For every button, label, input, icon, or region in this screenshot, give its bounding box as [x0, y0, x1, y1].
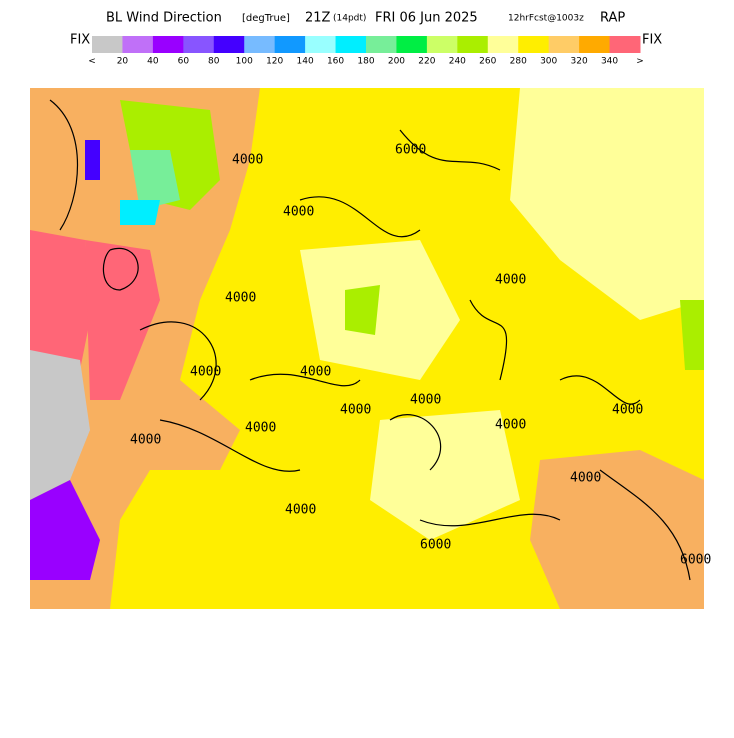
- region: [510, 88, 704, 320]
- contour-label: 4000: [130, 433, 161, 448]
- region: [30, 230, 90, 370]
- legend-swatch: [366, 36, 397, 53]
- contour-label: 4000: [410, 393, 441, 408]
- legend-swatch: [335, 36, 367, 53]
- contour-label: 6000: [395, 143, 426, 158]
- title-units: [degTrue]: [242, 13, 290, 24]
- legend-label: 60: [178, 57, 190, 67]
- contour-line: [49, 99, 691, 581]
- legend-label: <: [88, 57, 96, 67]
- contour-label: 6000: [420, 538, 451, 553]
- legend-swatch: [122, 36, 154, 53]
- legend: FIX FIX <20 40 60 80 100 120 140 160 180 200 220 24…: [70, 33, 662, 67]
- title-forecast: 12hrFcst@1003z: [508, 14, 584, 24]
- legend-label: 160: [327, 57, 344, 67]
- contour-label: 4000: [245, 421, 276, 436]
- contour-label: 4000: [300, 365, 331, 380]
- title-date: FRI 06 Jun 2025: [375, 11, 478, 26]
- region: [120, 200, 160, 225]
- title: BL Wind Direction [degTrue] 21Z (14pdt) …: [106, 11, 625, 26]
- legend-label: 80: [208, 57, 220, 67]
- title-valid: 21Z: [305, 11, 331, 26]
- region: [85, 240, 160, 400]
- legend-swatch: [609, 36, 641, 53]
- legend-label: 180: [357, 57, 374, 67]
- legend-swatch: [305, 36, 337, 53]
- contour-label: 4000: [225, 291, 256, 306]
- region: [300, 240, 460, 380]
- legend-swatch: [457, 36, 489, 53]
- legend-label: 320: [571, 57, 588, 67]
- legend-swatch: [183, 36, 215, 53]
- legend-label: 300: [540, 57, 557, 67]
- legend-swatch: [92, 36, 123, 53]
- contour-label: 4000: [232, 153, 263, 168]
- contour-label: 4000: [340, 403, 371, 418]
- legend-swatch: [152, 36, 184, 53]
- contour-label: 4000: [495, 418, 526, 433]
- region: [30, 88, 260, 609]
- legend-label: 240: [449, 57, 466, 67]
- legend-swatch: [579, 36, 611, 53]
- legend-label: 140: [297, 57, 314, 67]
- region: [30, 480, 100, 580]
- legend-swatch: [487, 36, 519, 53]
- region: [85, 140, 100, 180]
- legend-left: FIX: [70, 33, 90, 48]
- title-local: (14pdt): [333, 14, 366, 24]
- contour-label: 4000: [283, 205, 314, 220]
- region: [345, 285, 380, 335]
- legend-label: 40: [147, 57, 159, 67]
- region: [130, 150, 180, 210]
- legend-swatch: [274, 36, 306, 53]
- region: [530, 450, 704, 609]
- legend-swatch: [518, 36, 550, 53]
- region: [370, 410, 520, 540]
- contour-label: 4000: [612, 403, 643, 418]
- contour-label: 4000: [190, 365, 221, 380]
- legend-label: 220: [418, 57, 435, 67]
- legend-swatch: [396, 36, 428, 53]
- legend-label: 280: [510, 57, 527, 67]
- legend-label: 120: [266, 57, 283, 67]
- region: [680, 300, 704, 370]
- title-text: BL Wind Direction: [106, 11, 222, 26]
- legend-label: 260: [479, 57, 496, 67]
- region: [30, 350, 90, 500]
- legend-swatch: [244, 36, 276, 53]
- title-model: RAP: [600, 11, 625, 26]
- legend-label: 100: [236, 57, 253, 67]
- legend-right: FIX: [642, 33, 662, 48]
- legend-swatch: [548, 36, 580, 53]
- contour-label: 4000: [570, 471, 601, 486]
- legend-label: 340: [601, 57, 618, 67]
- contour-label: 4000: [285, 503, 316, 518]
- legend-swatch: [213, 36, 245, 53]
- map: 4000 4000 4000 4000 4000 4000 4000 4000 …: [30, 88, 711, 609]
- legend-swatch: [426, 36, 458, 53]
- contour-label: 6000: [680, 553, 711, 568]
- legend-label: 200: [388, 57, 405, 67]
- legend-label: >: [636, 57, 644, 67]
- contour-label: 4000: [495, 273, 526, 288]
- legend-label: 20: [117, 57, 129, 67]
